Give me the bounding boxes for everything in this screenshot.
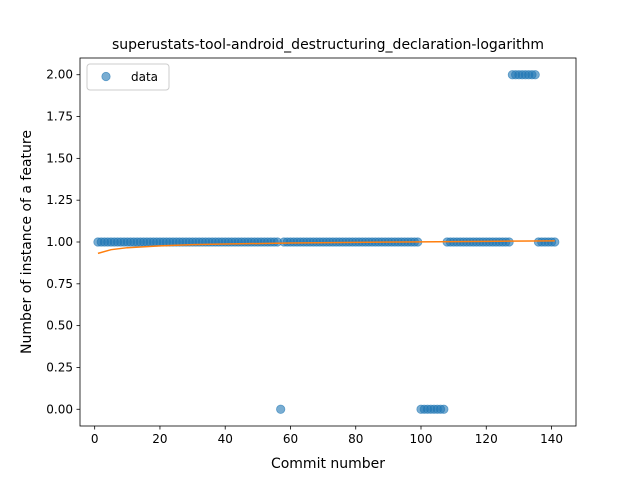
x-tick-label: 0 [91,432,99,446]
y-tick-label: 1.50 [46,151,73,165]
y-tick-label: 1.25 [46,193,73,207]
x-axis-label: Commit number [271,456,385,472]
y-tick-label: 1.75 [46,110,73,124]
x-tick-label: 80 [348,432,363,446]
axes: 0 20 40 60 80 100 120 140 0.00 0.25 0.50 0.75 1.00 1.… [46,57,577,446]
y-tick-label: 0.75 [46,277,73,291]
data-point [439,404,449,414]
x-tick-label: 20 [152,432,167,446]
data-point [276,404,286,414]
x-tick-label: 100 [410,432,433,446]
legend-box [86,63,170,91]
y-tick-label: 0.00 [46,402,73,416]
chart-title: superustats-tool-android_destructuring_d… [112,37,544,53]
legend-marker [101,71,111,82]
fit-line [97,240,555,255]
legend-label: data [131,70,158,84]
data-point [504,237,514,247]
data-point [550,237,560,247]
x-tick-label: 60 [283,432,298,446]
y-axis-label: Number of instance of a feature [19,130,35,354]
x-tick-label: 140 [540,432,563,446]
plot-area [93,70,560,414]
x-tick-label: 40 [218,432,233,446]
y-tick-label: 1.00 [46,235,73,249]
legend: data [86,63,170,91]
y-tick-label: 0.25 [46,360,73,374]
y-tick-label: 0.50 [46,319,73,333]
x-tick-label: 120 [475,432,498,446]
y-tick-label: 2.00 [46,68,73,82]
data-point [530,70,540,80]
